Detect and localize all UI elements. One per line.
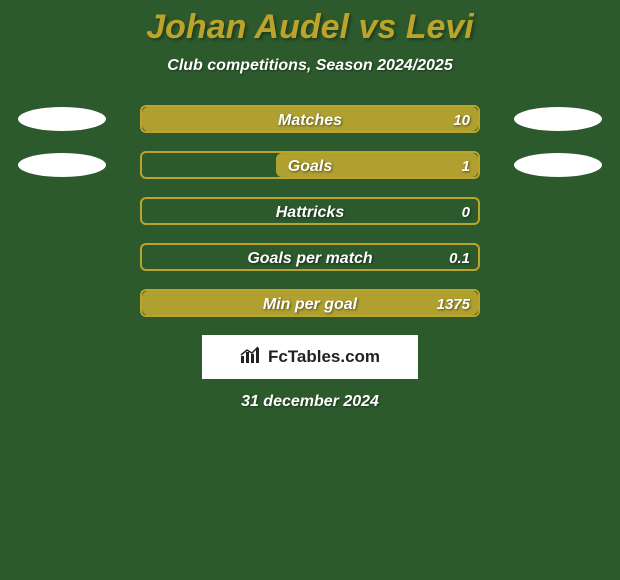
bar-track: Min per goal 1375	[140, 289, 480, 317]
bar-label: Goals	[142, 153, 478, 181]
bar-value: 0	[462, 199, 470, 227]
bar-track: Hattricks 0	[140, 197, 480, 225]
bar-track: Goals 1	[140, 151, 480, 179]
logo-box[interactable]: FcTables.com	[202, 335, 418, 379]
bar-label: Min per goal	[142, 291, 478, 319]
left-ellipse	[18, 153, 106, 177]
stat-row: Goals 1	[12, 151, 608, 179]
card-subtitle: Club competitions, Season 2024/2025	[0, 57, 620, 75]
comparison-card: Johan Audel vs Levi Club competitions, S…	[0, 0, 620, 580]
right-ellipse	[514, 153, 602, 177]
right-ellipse	[514, 107, 602, 131]
stat-row: Matches 10	[12, 105, 608, 133]
left-ellipse	[18, 107, 106, 131]
bar-label: Goals per match	[142, 245, 478, 273]
bar-track: Goals per match 0.1	[140, 243, 480, 271]
bar-chart-icon	[240, 346, 262, 369]
bar-value: 10	[453, 107, 470, 135]
bar-track: Matches 10	[140, 105, 480, 133]
stats-area: Matches 10 Goals 1 Hattricks 0	[0, 105, 620, 317]
bar-label: Matches	[142, 107, 478, 135]
bar-value: 1	[462, 153, 470, 181]
date-text: 31 december 2024	[0, 393, 620, 411]
bar-value: 1375	[437, 291, 470, 319]
logo-text: FcTables.com	[268, 347, 380, 367]
bar-value: 0.1	[449, 245, 470, 273]
stat-row: Hattricks 0	[12, 197, 608, 225]
stat-row: Goals per match 0.1	[12, 243, 608, 271]
card-title: Johan Audel vs Levi	[0, 0, 620, 47]
stat-row: Min per goal 1375	[12, 289, 608, 317]
bar-label: Hattricks	[142, 199, 478, 227]
